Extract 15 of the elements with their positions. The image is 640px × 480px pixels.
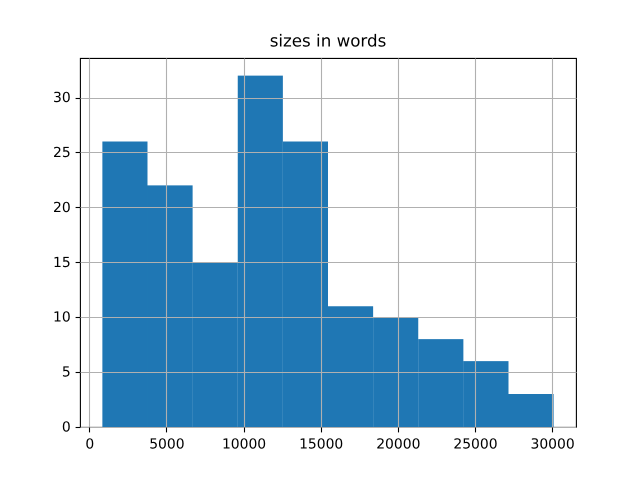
x-tick-label: 25000 [453,436,498,452]
y-tick-label: 5 [62,364,71,381]
y-tick-label: 25 [53,144,71,161]
y-tick-label: 10 [53,310,71,326]
y-tick-label: 0 [62,420,71,436]
y-tick-label: 15 [53,254,71,271]
x-tick-label: 10000 [222,436,266,452]
chart-title: sizes in words [270,30,386,50]
x-tick-label: 5000 [149,436,185,452]
x-tick-label: 30000 [530,436,575,452]
x-tick-label: 0 [85,436,94,452]
y-tick-label: 20 [53,200,71,216]
y-tick-label: 30 [53,90,71,106]
x-tick-label: 20000 [376,436,420,452]
x-tick-label: 15000 [299,436,344,452]
